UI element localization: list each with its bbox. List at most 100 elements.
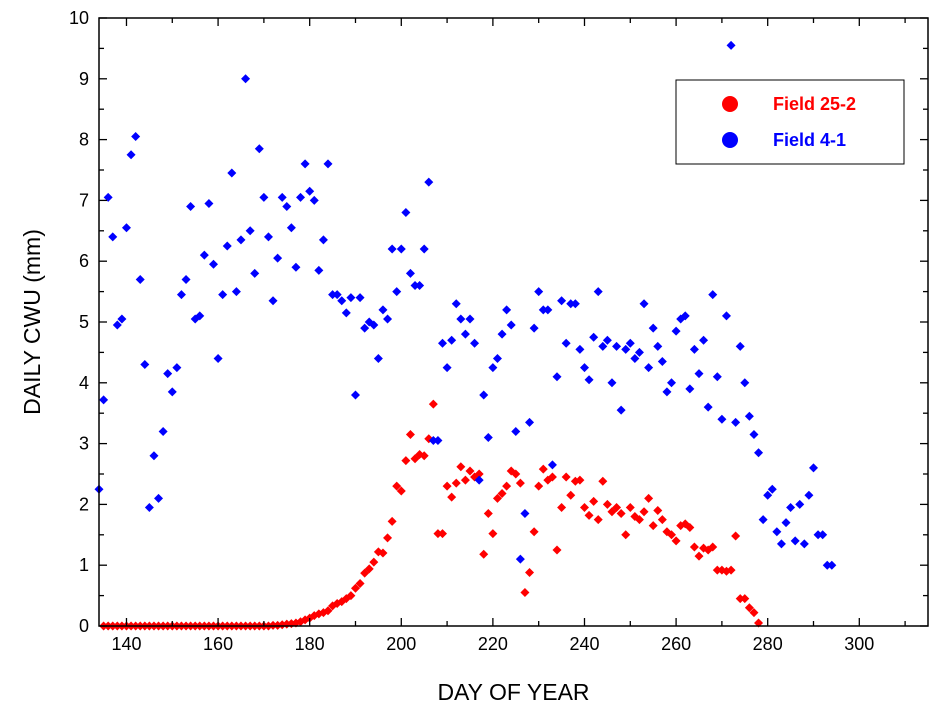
point-field-4-1 [754, 448, 764, 458]
point-field-25-2 [451, 478, 461, 488]
point-field-25-2 [744, 603, 754, 613]
point-field-25-2 [634, 515, 644, 525]
point-field-4-1 [176, 290, 186, 300]
point-field-4-1 [337, 296, 347, 306]
point-field-25-2 [369, 557, 379, 567]
point-field-4-1 [744, 411, 754, 421]
point-field-4-1 [694, 369, 704, 379]
point-field-25-2 [657, 515, 667, 525]
point-field-25-2 [602, 499, 612, 509]
point-field-25-2 [653, 505, 663, 515]
point-field-25-2 [740, 594, 750, 604]
point-field-25-2 [749, 608, 759, 618]
point-field-4-1 [639, 299, 649, 309]
series-field-25-2-points [99, 399, 764, 631]
point-field-4-1 [708, 290, 718, 300]
x-tick-label: 220 [478, 634, 508, 654]
point-field-4-1 [140, 360, 150, 370]
x-tick-label: 160 [203, 634, 233, 654]
legend-label-field-4-1: Field 4-1 [773, 130, 846, 150]
point-field-4-1 [401, 208, 411, 218]
point-field-25-2 [708, 542, 718, 552]
point-field-4-1 [383, 314, 393, 324]
x-axis-title: DAY OF YEAR [437, 679, 589, 705]
point-field-4-1 [680, 311, 690, 321]
point-field-4-1 [502, 305, 512, 315]
y-tick-label: 1 [79, 555, 89, 575]
point-field-4-1 [511, 426, 521, 436]
point-field-25-2 [442, 481, 452, 491]
x-tick-label: 240 [569, 634, 599, 654]
point-field-4-1 [213, 353, 223, 363]
point-field-4-1 [282, 201, 292, 211]
point-field-25-2 [579, 502, 589, 512]
point-field-4-1 [250, 268, 260, 278]
point-field-4-1 [305, 186, 315, 196]
point-field-4-1 [350, 390, 360, 400]
point-field-4-1 [717, 414, 727, 424]
point-field-25-2 [492, 493, 502, 503]
point-field-25-2 [754, 618, 764, 628]
point-field-4-1 [593, 287, 603, 297]
point-field-25-2 [525, 567, 535, 577]
point-field-4-1 [703, 402, 713, 412]
point-field-4-1 [621, 344, 631, 354]
point-field-4-1 [314, 265, 324, 275]
point-field-4-1 [767, 484, 777, 494]
point-field-25-2 [323, 606, 333, 616]
point-field-4-1 [318, 235, 328, 245]
point-field-4-1 [172, 363, 182, 373]
point-field-25-2 [378, 548, 388, 558]
point-field-4-1 [158, 426, 168, 436]
point-field-25-2 [479, 549, 489, 559]
point-field-4-1 [786, 502, 796, 512]
point-field-4-1 [827, 560, 837, 570]
point-field-4-1 [433, 436, 443, 446]
point-field-25-2 [502, 481, 512, 491]
point-field-4-1 [286, 223, 296, 233]
point-field-25-2 [671, 536, 681, 546]
point-field-4-1 [131, 132, 141, 142]
y-tick-label: 4 [79, 373, 89, 393]
point-field-4-1 [277, 192, 287, 202]
point-field-4-1 [552, 372, 562, 382]
point-field-25-2 [557, 502, 567, 512]
point-field-4-1 [373, 353, 383, 363]
legend: Field 25-2 Field 4-1 [675, 79, 905, 165]
point-field-4-1 [451, 299, 461, 309]
point-field-4-1 [561, 338, 571, 348]
point-field-4-1 [735, 341, 745, 351]
point-field-25-2 [447, 492, 457, 502]
point-field-4-1 [410, 281, 420, 291]
point-field-4-1 [231, 287, 241, 297]
point-field-4-1 [598, 341, 608, 351]
point-field-4-1 [218, 290, 228, 300]
point-field-25-2 [392, 481, 402, 491]
point-field-4-1 [108, 232, 118, 242]
point-field-4-1 [323, 159, 333, 169]
point-field-4-1 [648, 323, 658, 333]
point-field-4-1 [634, 347, 644, 357]
point-field-25-2 [438, 529, 448, 539]
point-field-4-1 [209, 259, 219, 269]
point-field-4-1 [721, 311, 731, 321]
point-field-25-2 [433, 529, 443, 539]
point-field-4-1 [442, 363, 452, 373]
point-field-4-1 [263, 232, 273, 242]
point-field-4-1 [790, 536, 800, 546]
point-field-25-2 [735, 594, 745, 604]
point-field-4-1 [515, 554, 525, 564]
point-field-4-1 [332, 290, 342, 300]
point-field-4-1 [671, 326, 681, 336]
point-field-4-1 [726, 40, 736, 50]
point-field-4-1 [144, 502, 154, 512]
point-field-4-1 [749, 429, 759, 439]
x-tick-label: 300 [844, 634, 874, 654]
point-field-4-1 [653, 341, 663, 351]
x-tick-label: 200 [386, 634, 416, 654]
point-field-4-1 [121, 223, 131, 233]
point-field-25-2 [612, 502, 622, 512]
point-field-4-1 [241, 74, 251, 84]
y-tick-label: 9 [79, 69, 89, 89]
